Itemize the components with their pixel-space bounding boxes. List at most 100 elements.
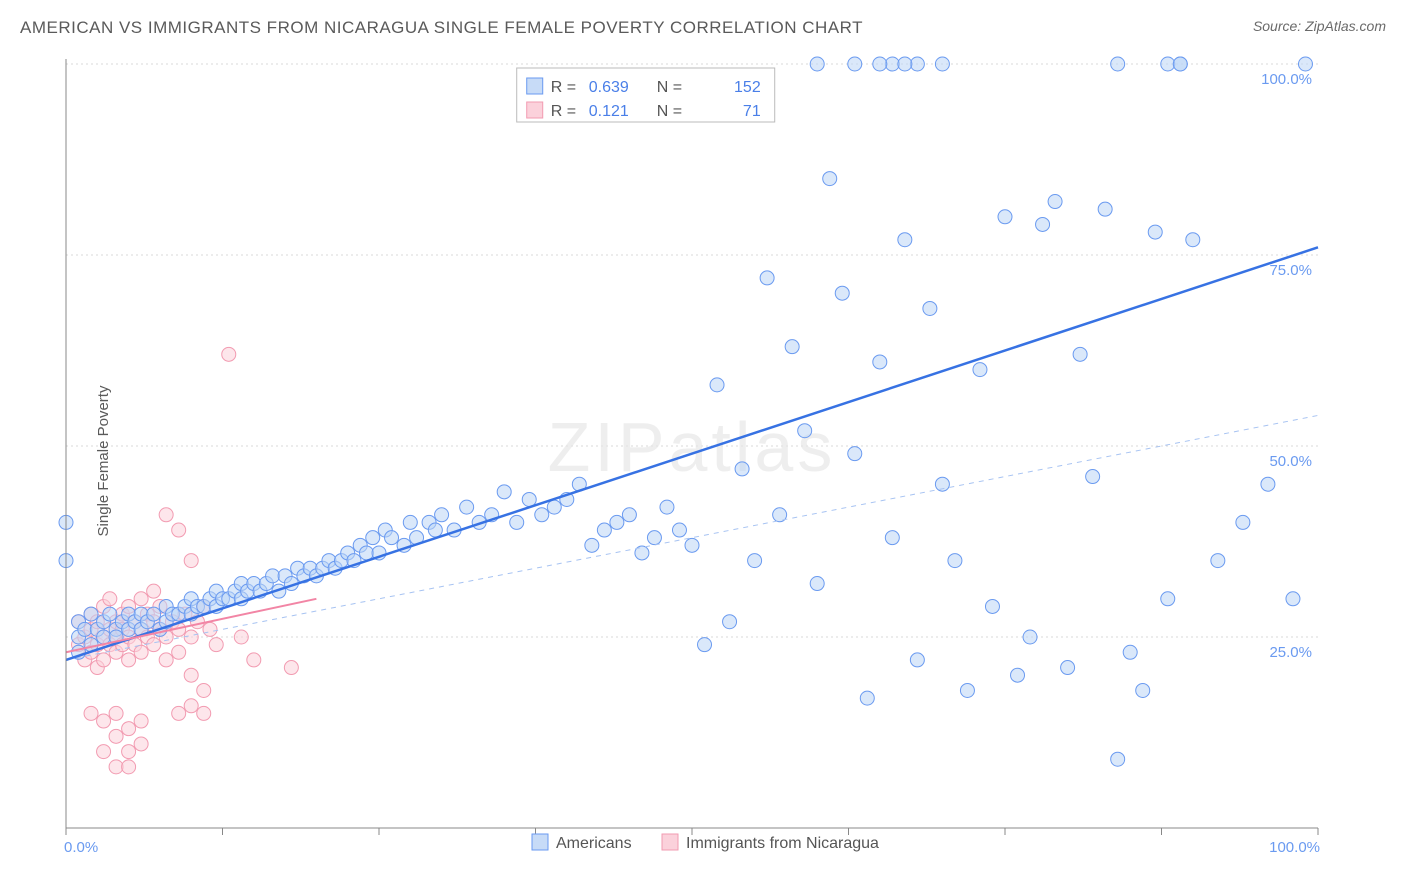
legend-n-value: 152 bbox=[734, 79, 761, 96]
americans-point bbox=[935, 57, 949, 71]
immigrants-point bbox=[247, 653, 261, 667]
immigrants-point bbox=[84, 706, 98, 720]
immigrants-point bbox=[172, 645, 186, 659]
americans-point bbox=[428, 523, 442, 537]
americans-point bbox=[78, 622, 92, 636]
americans-point bbox=[535, 508, 549, 522]
legend-n-label: N = bbox=[657, 103, 682, 120]
americans-point bbox=[585, 538, 599, 552]
americans-point bbox=[760, 271, 774, 285]
legend-immigrants-label: Immigrants from Nicaragua bbox=[686, 835, 879, 852]
americans-point bbox=[885, 531, 899, 545]
immigrants-point bbox=[122, 760, 136, 774]
americans-point bbox=[460, 500, 474, 514]
y-tick-label: 25.0% bbox=[1269, 644, 1312, 661]
immigrants-point bbox=[122, 653, 136, 667]
legend-r-label: R = bbox=[551, 103, 576, 120]
americans-point bbox=[873, 57, 887, 71]
immigrants-point bbox=[103, 592, 117, 606]
americans-point bbox=[910, 57, 924, 71]
americans-point bbox=[798, 424, 812, 438]
source-label: Source: ZipAtlas.com bbox=[1253, 18, 1386, 34]
americans-point bbox=[1036, 217, 1050, 231]
y-tick-label: 75.0% bbox=[1269, 262, 1312, 279]
trend-line bbox=[66, 247, 1318, 660]
americans-point bbox=[647, 531, 661, 545]
americans-point bbox=[860, 691, 874, 705]
legend-r-value: 0.639 bbox=[589, 79, 629, 96]
immigrants-point bbox=[172, 523, 186, 537]
immigrants-point bbox=[134, 592, 148, 606]
americans-point bbox=[898, 57, 912, 71]
americans-point bbox=[735, 462, 749, 476]
americans-point bbox=[1211, 554, 1225, 568]
x-tick-label: 100.0% bbox=[1269, 839, 1320, 855]
y-axis-label: Single Female Poverty bbox=[95, 386, 112, 537]
americans-point bbox=[1186, 233, 1200, 247]
immigrants-point bbox=[159, 508, 173, 522]
americans-point bbox=[1061, 661, 1075, 675]
y-tick-label: 50.0% bbox=[1269, 453, 1312, 470]
americans-point bbox=[97, 630, 111, 644]
americans-point bbox=[403, 515, 417, 529]
immigrants-point bbox=[203, 622, 217, 636]
legend-swatch bbox=[527, 78, 543, 94]
americans-point bbox=[1073, 347, 1087, 361]
americans-point bbox=[810, 577, 824, 591]
americans-point bbox=[1261, 477, 1275, 491]
americans-point bbox=[723, 615, 737, 629]
americans-point bbox=[1173, 57, 1187, 71]
immigrants-point bbox=[97, 745, 111, 759]
americans-point bbox=[1298, 57, 1312, 71]
americans-point bbox=[147, 607, 161, 621]
immigrants-point bbox=[97, 653, 111, 667]
americans-point bbox=[710, 378, 724, 392]
americans-point bbox=[873, 355, 887, 369]
americans-point bbox=[910, 653, 924, 667]
y-tick-label: 100.0% bbox=[1261, 71, 1312, 88]
americans-point bbox=[385, 531, 399, 545]
immigrants-point bbox=[97, 714, 111, 728]
americans-point bbox=[748, 554, 762, 568]
legend-n-label: N = bbox=[657, 79, 682, 96]
americans-point bbox=[685, 538, 699, 552]
immigrants-point bbox=[109, 729, 123, 743]
americans-point bbox=[366, 531, 380, 545]
trend-line bbox=[66, 415, 1318, 659]
immigrants-point bbox=[197, 706, 211, 720]
americans-point bbox=[597, 523, 611, 537]
americans-point bbox=[835, 286, 849, 300]
chart-title: AMERICAN VS IMMIGRANTS FROM NICARAGUA SI… bbox=[20, 18, 863, 38]
immigrants-point bbox=[134, 645, 148, 659]
legend-r-value: 0.121 bbox=[589, 103, 629, 120]
immigrants-point bbox=[122, 745, 136, 759]
immigrants-point bbox=[184, 699, 198, 713]
legend-swatch bbox=[527, 102, 543, 118]
americans-point bbox=[810, 57, 824, 71]
americans-point bbox=[885, 57, 899, 71]
immigrants-point bbox=[209, 638, 223, 652]
americans-point bbox=[497, 485, 511, 499]
immigrants-point bbox=[184, 554, 198, 568]
immigrants-point bbox=[134, 714, 148, 728]
americans-point bbox=[785, 340, 799, 354]
americans-point bbox=[1098, 202, 1112, 216]
americans-point bbox=[672, 523, 686, 537]
chart-container: Single Female Poverty 25.0% 50.0% 75.0% 100… bbox=[40, 50, 1391, 872]
americans-point bbox=[998, 210, 1012, 224]
americans-point bbox=[435, 508, 449, 522]
americans-point bbox=[1011, 668, 1025, 682]
legend-swatch bbox=[662, 834, 678, 850]
americans-point bbox=[510, 515, 524, 529]
americans-point bbox=[359, 546, 373, 560]
americans-point bbox=[960, 683, 974, 697]
americans-point bbox=[698, 638, 712, 652]
immigrants-point bbox=[122, 722, 136, 736]
immigrants-point bbox=[109, 706, 123, 720]
immigrants-point bbox=[222, 347, 236, 361]
immigrants-point bbox=[172, 706, 186, 720]
legend-swatch bbox=[532, 834, 548, 850]
americans-point bbox=[547, 500, 561, 514]
americans-point bbox=[898, 233, 912, 247]
americans-point bbox=[1086, 470, 1100, 484]
